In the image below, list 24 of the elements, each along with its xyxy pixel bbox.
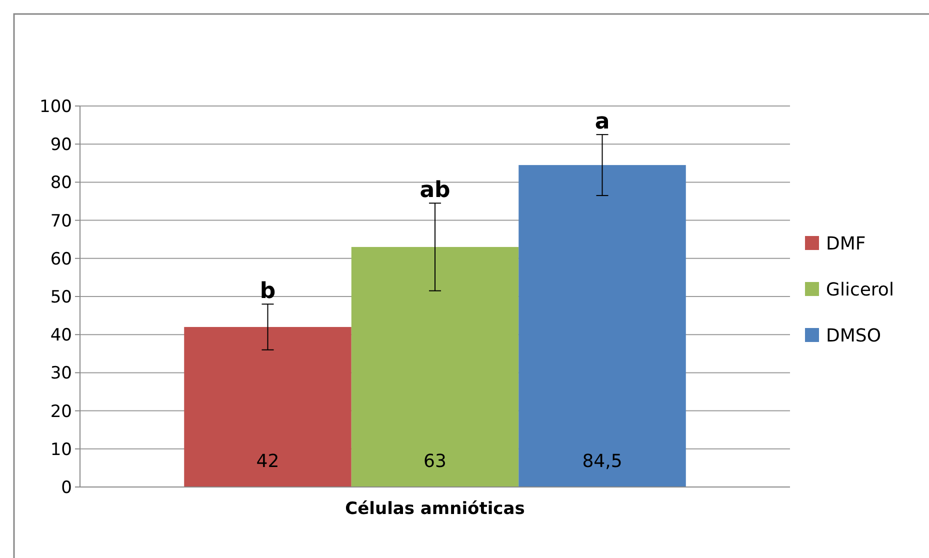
- x-tick-label: Células amnióticas: [345, 499, 525, 519]
- bar: [351, 246, 519, 487]
- y-tick-label: 100: [40, 96, 72, 117]
- legend-label: Glicerol: [826, 279, 894, 300]
- legend-label: DMSO: [826, 325, 881, 346]
- y-tick-label: 50: [50, 287, 72, 308]
- data-label: 63: [424, 451, 446, 472]
- y-tick-label: 0: [61, 478, 72, 498]
- data-label: 84,5: [582, 451, 622, 472]
- annotation: b: [260, 279, 276, 304]
- y-tick-label: 90: [50, 135, 72, 156]
- y-tick-label: 40: [50, 326, 72, 346]
- y-tick-label: 80: [50, 173, 72, 194]
- data-label: 42: [256, 451, 280, 472]
- y-tick-label: 20: [50, 402, 72, 422]
- y-tick-label: 10: [50, 440, 72, 460]
- y-tick-label: 70: [50, 211, 72, 232]
- bar: [184, 326, 352, 487]
- y-tick-label: 30: [50, 364, 72, 384]
- annotation: ab: [420, 178, 450, 204]
- bar: [518, 165, 686, 487]
- annotation: a: [594, 110, 610, 135]
- legend-label: DMF: [826, 233, 866, 254]
- y-tick-label: 60: [50, 249, 72, 270]
